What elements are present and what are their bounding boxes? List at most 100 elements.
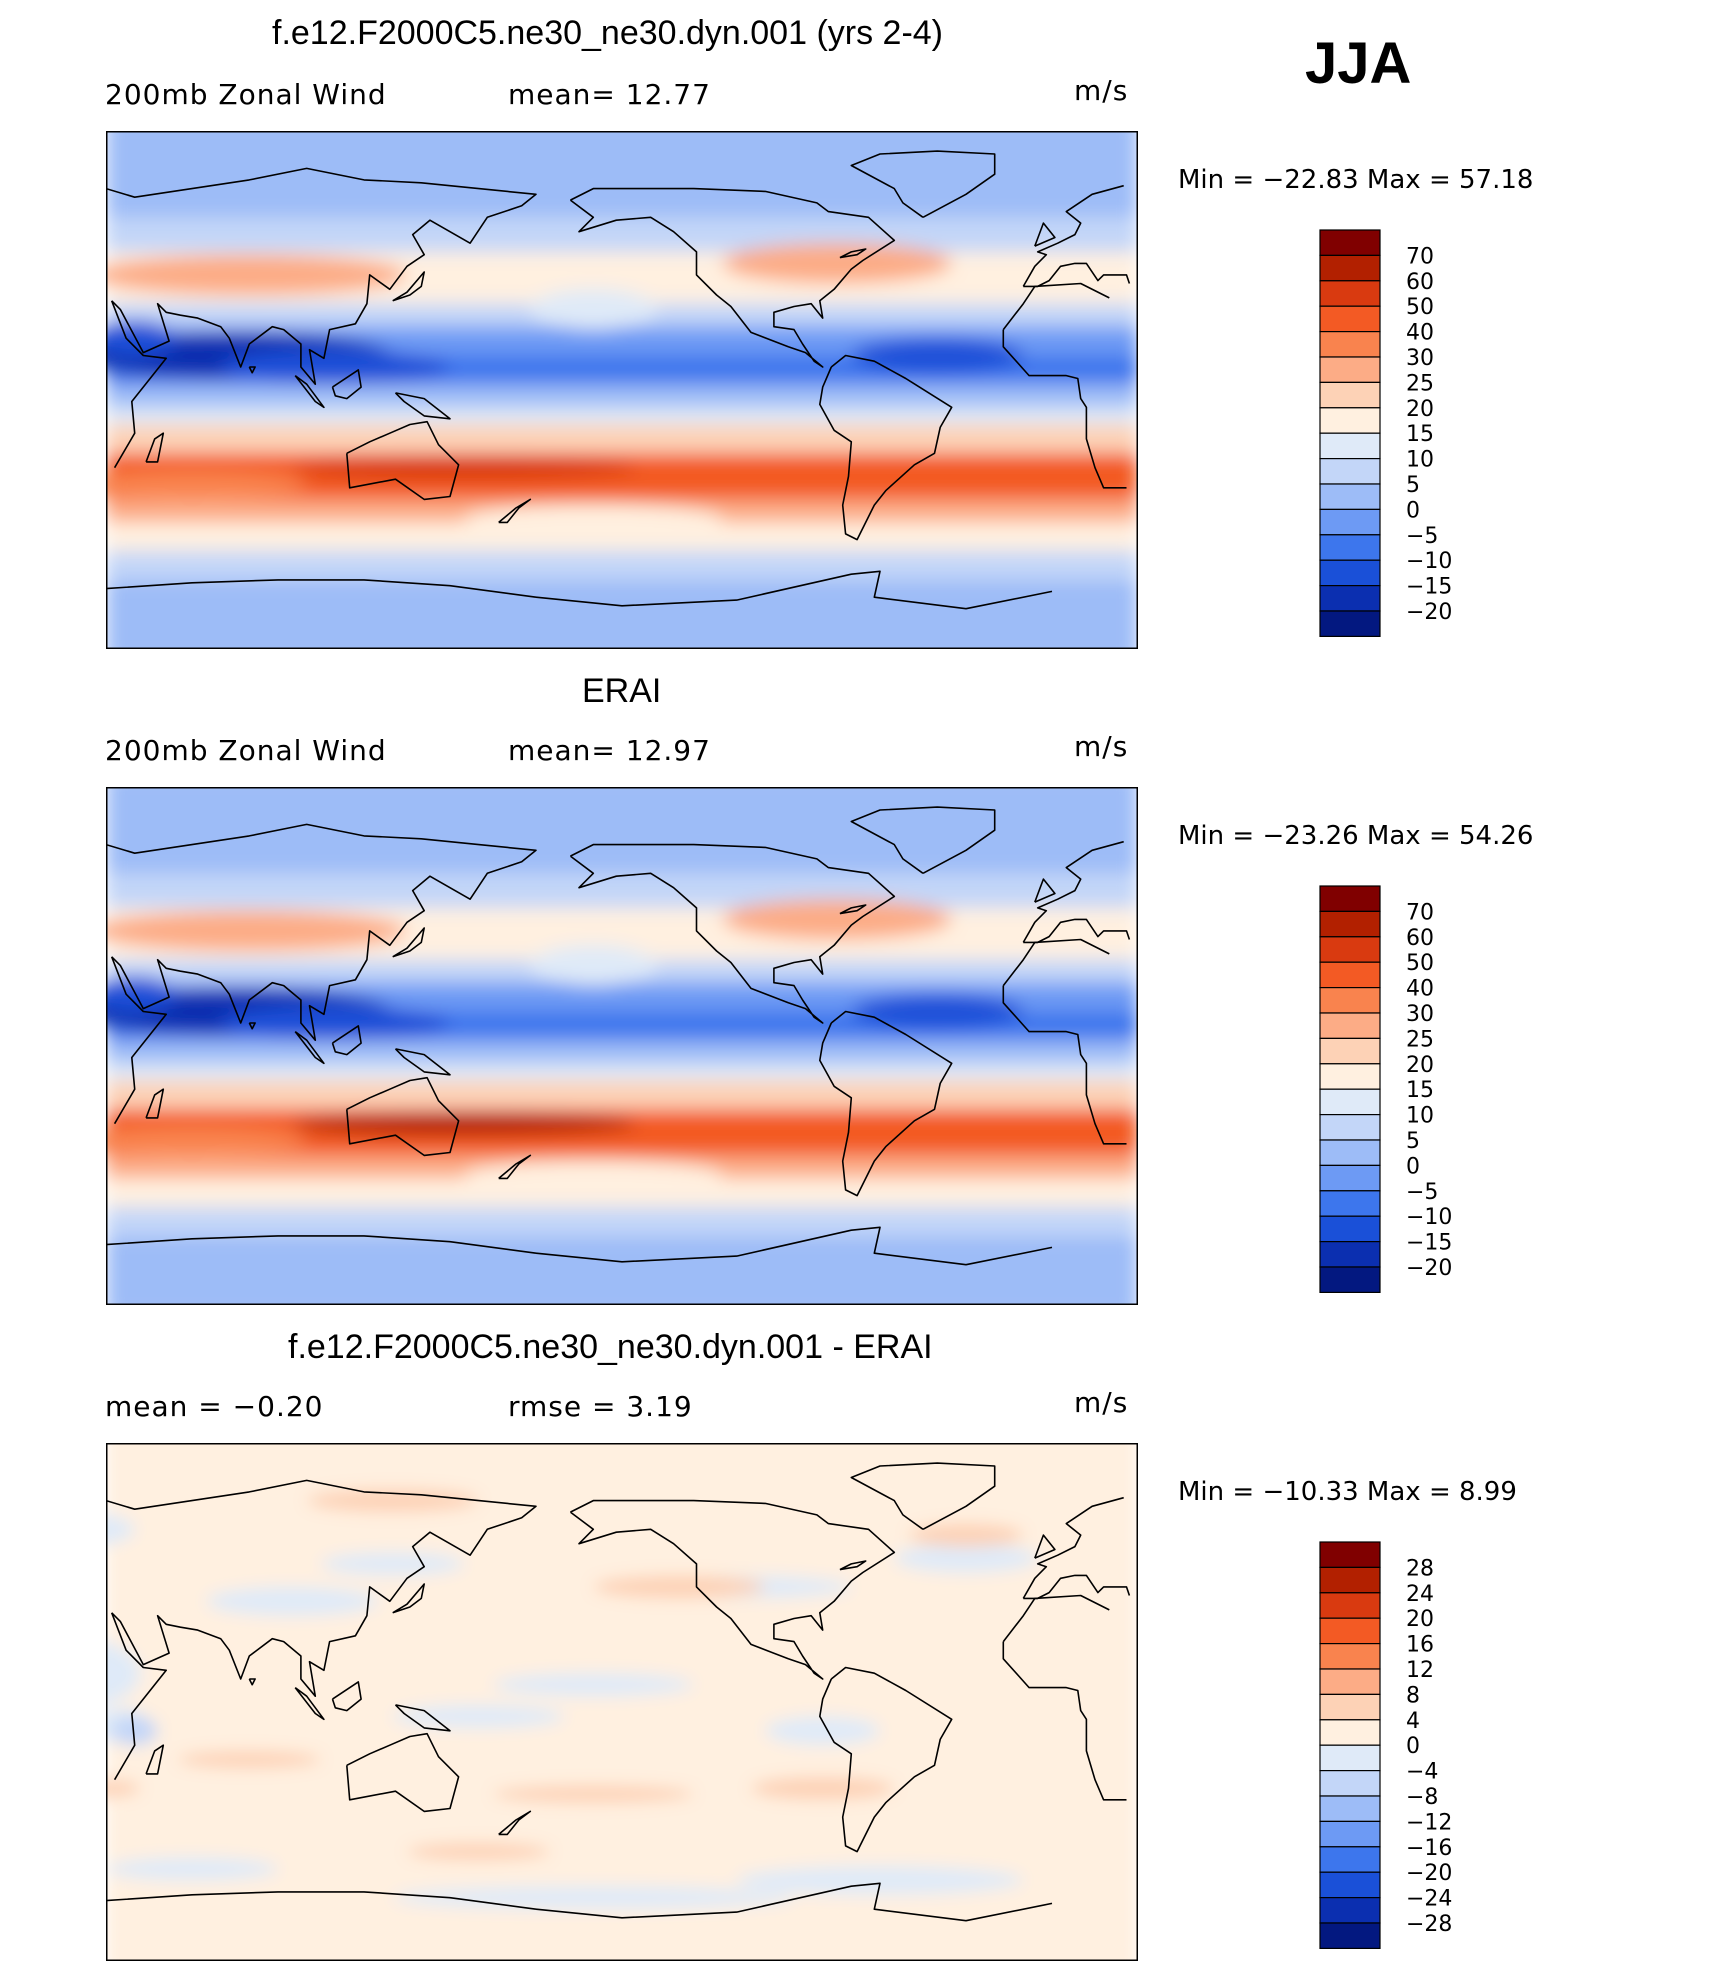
coastline-segment bbox=[145, 1088, 165, 1119]
colorbar-tick-label: −20 bbox=[1406, 1861, 1452, 1886]
coastline-segment bbox=[1023, 1574, 1131, 1600]
diff-negative-1 bbox=[206, 1586, 379, 1616]
coastline-segment bbox=[839, 904, 867, 915]
pacific-trough bbox=[530, 289, 657, 330]
colorbar-tick-label: −20 bbox=[1406, 1256, 1452, 1281]
colorbar-tick-label: −5 bbox=[1406, 524, 1438, 549]
coastline-segment bbox=[1002, 1641, 1127, 1801]
map-frame bbox=[106, 131, 1138, 649]
coastline-segment bbox=[248, 1022, 256, 1030]
colorbar-box-14 bbox=[1319, 585, 1381, 612]
panel-3-map bbox=[106, 1443, 1138, 1961]
colorbar-box-11 bbox=[1319, 1164, 1381, 1192]
colorbar-box-13 bbox=[1319, 1215, 1381, 1243]
colorbar-box-6 bbox=[1319, 381, 1381, 409]
diff-positive-1 bbox=[593, 1575, 766, 1599]
panel-3-mean-label: mean = −0.20 bbox=[105, 1390, 324, 1423]
coastline-segment bbox=[1023, 262, 1131, 288]
diff-negative-9 bbox=[392, 1704, 565, 1728]
jet-south-core bbox=[292, 1112, 637, 1136]
panel-3-title: f.e12.F2000C5.ne30_ne30.dyn.001 - ERAI bbox=[288, 1328, 933, 1366]
colorbar-tick-label: 12 bbox=[1406, 1658, 1434, 1683]
coastline-segment bbox=[1034, 878, 1056, 903]
jet-america bbox=[722, 899, 952, 940]
band-polar-north bbox=[106, 787, 1138, 874]
band-equator-south bbox=[106, 384, 1138, 408]
diff-positive-3 bbox=[177, 1750, 321, 1769]
colorbar-box-10 bbox=[1319, 1139, 1381, 1166]
colorbar-box-0 bbox=[1319, 885, 1381, 912]
panel-3-rmse-label: rmse = 3.19 bbox=[508, 1390, 693, 1423]
coastline-segment bbox=[106, 1235, 537, 1254]
coastline-segment bbox=[839, 248, 867, 259]
colorbar-box-14 bbox=[1319, 1897, 1381, 1924]
diff-positive-5 bbox=[751, 1776, 895, 1800]
colorbar-tick-label: 5 bbox=[1406, 1129, 1420, 1154]
coastline-segment bbox=[850, 1462, 996, 1531]
coastline-segment bbox=[294, 1030, 325, 1065]
coastline-segment bbox=[850, 150, 996, 219]
colorbar-tick-label: 50 bbox=[1406, 295, 1434, 320]
jet-pacific-west bbox=[392, 272, 508, 301]
panel-2-minmax-label: Min = −23.26 Max = 54.26 bbox=[1178, 821, 1534, 851]
colorbar-tick-label: 60 bbox=[1406, 270, 1434, 295]
coastlines bbox=[106, 806, 1131, 1266]
colorbar-tick-label: −12 bbox=[1406, 1810, 1452, 1835]
coastline-segment bbox=[819, 354, 953, 541]
diff-negative-7 bbox=[493, 1673, 694, 1697]
coastline-segment bbox=[392, 271, 425, 302]
colorbar-tick-label: 0 bbox=[1406, 1734, 1420, 1759]
easterly-maritime bbox=[220, 349, 450, 385]
coastline-segment bbox=[392, 927, 425, 958]
colorbar-tick-label: 24 bbox=[1406, 1582, 1434, 1607]
wind-field bbox=[106, 787, 1138, 1305]
coastline-segment bbox=[569, 187, 896, 368]
colorbar-tick-label: −4 bbox=[1406, 1760, 1438, 1785]
band-subtropic-south bbox=[106, 407, 1138, 425]
diff-negative-3 bbox=[106, 1642, 141, 1704]
colorbar-box-1 bbox=[1319, 910, 1381, 938]
colorbar-tick-label: 60 bbox=[1406, 926, 1434, 951]
band-circumpolar bbox=[106, 1207, 1138, 1236]
colorbar-tick-label: −8 bbox=[1406, 1785, 1438, 1810]
difference-field bbox=[106, 1443, 1138, 1961]
coastline-segment bbox=[346, 1076, 460, 1157]
coastline-segment bbox=[145, 1744, 165, 1775]
band-polar-north bbox=[106, 131, 1138, 218]
colorbar-tick-label: 25 bbox=[1406, 371, 1434, 396]
jet-south-core bbox=[292, 456, 637, 480]
diff-positive-4 bbox=[493, 1785, 694, 1803]
band-southern-edge bbox=[106, 1080, 1138, 1110]
diff-positive-7 bbox=[407, 1843, 551, 1861]
coastlines bbox=[106, 150, 1131, 610]
coastline-segment bbox=[110, 956, 167, 1125]
panel-2-mean-label: mean= 12.97 bbox=[508, 734, 711, 767]
coastline-segment bbox=[392, 1583, 425, 1614]
band-southern-edge bbox=[106, 424, 1138, 454]
colorbar-box-10 bbox=[1319, 1795, 1381, 1822]
coastline-segment bbox=[106, 823, 537, 1041]
pacific-trough bbox=[530, 945, 657, 986]
diff-negative-8 bbox=[765, 1716, 881, 1746]
colorbar-box-2 bbox=[1319, 936, 1381, 963]
colorbar-box-8 bbox=[1319, 1744, 1381, 1772]
panel-1-variable-label: 200mb Zonal Wind bbox=[105, 78, 387, 111]
band-high-north bbox=[106, 217, 1138, 252]
colorbar-tick-label: 25 bbox=[1406, 1027, 1434, 1052]
coastline-segment bbox=[535, 570, 1053, 610]
colorbar-tick-label: 20 bbox=[1406, 1053, 1434, 1078]
colorbar-tick-label: 15 bbox=[1406, 422, 1434, 447]
colorbar-tick-label: 0 bbox=[1406, 1154, 1420, 1179]
panel-2-units-label: m/s bbox=[1074, 730, 1129, 763]
panel-2-variable-label: 200mb Zonal Wind bbox=[105, 734, 387, 767]
colorbar-box-4 bbox=[1319, 1642, 1381, 1670]
colorbar-box-12 bbox=[1319, 1846, 1381, 1873]
coastline-segment bbox=[1034, 1534, 1056, 1559]
diff-positive-2 bbox=[908, 1523, 1024, 1547]
colorbar-tick-label: 20 bbox=[1406, 1607, 1434, 1632]
colorbar-box-1 bbox=[1319, 254, 1381, 282]
easterly-atlantic bbox=[851, 994, 1024, 1029]
jet-america bbox=[722, 243, 952, 284]
coastline-segment bbox=[394, 1704, 451, 1732]
